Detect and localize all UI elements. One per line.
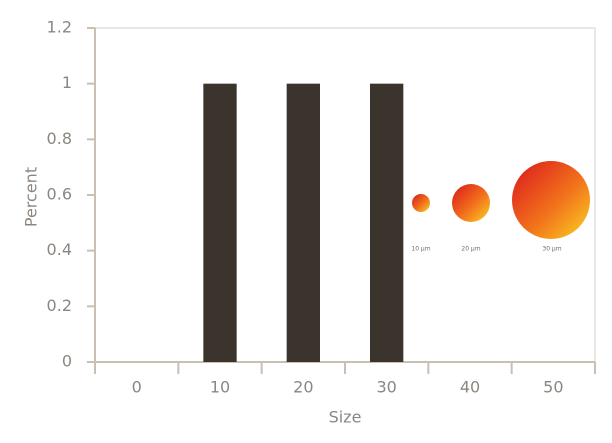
particle-icon xyxy=(452,184,490,222)
y-tick-label: 0.8 xyxy=(47,129,72,148)
y-tick-label: 0.4 xyxy=(47,240,72,259)
particle-label: 30 µm xyxy=(542,246,561,253)
particle-label: 10 µm xyxy=(411,246,430,253)
particle-icon xyxy=(512,161,590,239)
bar xyxy=(203,83,237,363)
particle-label: 20 µm xyxy=(461,246,480,253)
x-tick-label: 20 xyxy=(293,378,313,397)
bar xyxy=(370,83,404,363)
y-tick-label: 0.2 xyxy=(47,296,72,315)
x-tick-label: 50 xyxy=(543,378,563,397)
x-tick-label: 10 xyxy=(210,378,230,397)
x-axis-label: Size xyxy=(329,408,362,427)
particle-icon xyxy=(412,194,430,212)
x-tick-label: 30 xyxy=(376,378,396,397)
y-tick-label: 0.6 xyxy=(47,185,72,204)
x-tick-label: 40 xyxy=(460,378,480,397)
x-tick-label: 0 xyxy=(132,378,142,397)
bar xyxy=(286,83,320,363)
y-axis-label: Percent xyxy=(22,167,41,227)
y-tick-label: 1 xyxy=(62,73,72,92)
y-tick-label: 1.2 xyxy=(47,18,72,37)
y-tick-label: 0 xyxy=(62,352,72,371)
